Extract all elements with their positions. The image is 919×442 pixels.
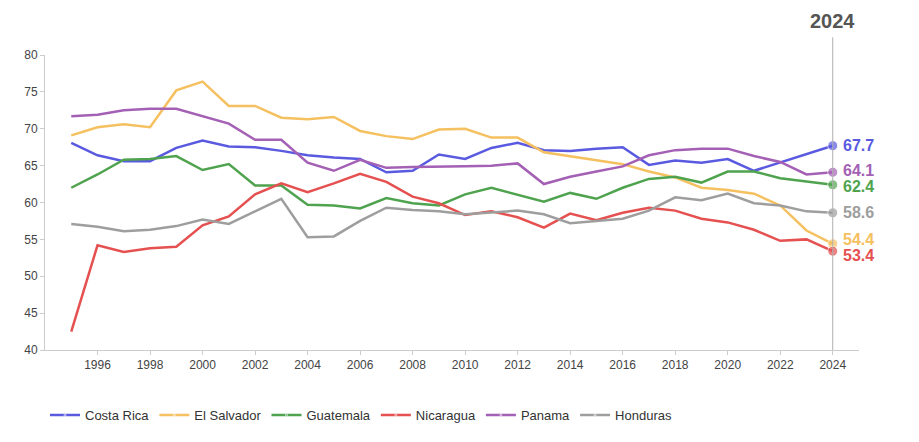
svg-text:2012: 2012 xyxy=(504,358,531,372)
svg-text:2024: 2024 xyxy=(819,358,846,372)
svg-text:2006: 2006 xyxy=(347,358,374,372)
svg-text:2024: 2024 xyxy=(810,10,855,32)
svg-text:53.4: 53.4 xyxy=(843,247,874,264)
svg-text:Nicaragua: Nicaragua xyxy=(416,408,476,423)
svg-text:62.4: 62.4 xyxy=(843,178,874,195)
svg-text:54.4: 54.4 xyxy=(843,231,874,248)
svg-text:1996: 1996 xyxy=(84,358,111,372)
svg-text:Honduras: Honduras xyxy=(615,408,672,423)
svg-text:67.7: 67.7 xyxy=(843,137,874,154)
svg-text:65: 65 xyxy=(24,159,38,173)
svg-text:55: 55 xyxy=(24,233,38,247)
svg-text:El Salvador: El Salvador xyxy=(194,408,261,423)
svg-text:75: 75 xyxy=(24,85,38,99)
svg-text:2002: 2002 xyxy=(242,358,269,372)
svg-text:Costa Rica: Costa Rica xyxy=(85,408,149,423)
svg-text:2008: 2008 xyxy=(399,358,426,372)
svg-text:2010: 2010 xyxy=(452,358,479,372)
svg-text:2022: 2022 xyxy=(767,358,794,372)
svg-text:Panama: Panama xyxy=(521,408,570,423)
svg-text:2020: 2020 xyxy=(714,358,741,372)
svg-text:40: 40 xyxy=(24,343,38,357)
svg-text:2004: 2004 xyxy=(294,358,321,372)
svg-text:58.6: 58.6 xyxy=(843,204,874,221)
svg-text:Guatemala: Guatemala xyxy=(306,408,370,423)
svg-text:45: 45 xyxy=(24,306,38,320)
svg-text:60: 60 xyxy=(24,196,38,210)
svg-text:2016: 2016 xyxy=(609,358,636,372)
svg-text:2018: 2018 xyxy=(662,358,689,372)
svg-text:2000: 2000 xyxy=(189,358,216,372)
svg-text:80: 80 xyxy=(24,48,38,62)
svg-text:64.1: 64.1 xyxy=(843,162,874,179)
svg-text:70: 70 xyxy=(24,122,38,136)
svg-text:2014: 2014 xyxy=(557,358,584,372)
svg-text:1998: 1998 xyxy=(137,358,164,372)
svg-text:50: 50 xyxy=(24,269,38,283)
